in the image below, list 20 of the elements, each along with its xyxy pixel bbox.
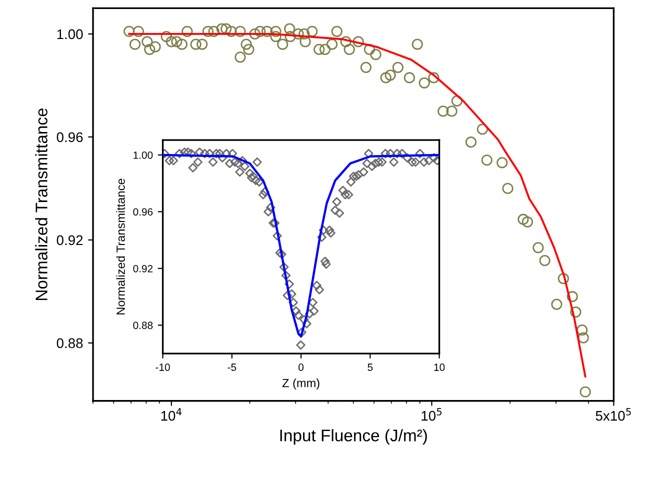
x-axis-title: Input Fluence (J/m²): [280, 429, 427, 445]
x-tick-label: -5: [228, 364, 236, 371]
x-tick-label: 10$^{5}$: [422, 408, 442, 421]
x-tick-label: 10$^{4}$: [161, 408, 182, 421]
y-tick-label: 0.88: [133, 322, 153, 330]
y-tick-label: 0.88: [56, 338, 83, 348]
x-tick-label: 5x10$^{5}$: [596, 408, 631, 421]
y-tick-label: 1.00: [57, 29, 83, 40]
x-tick-label: 10: [434, 364, 445, 371]
x-tick-label: 5: [368, 364, 373, 371]
y-tick-label: 0.96: [133, 208, 153, 216]
y-tick-label: 0.92: [56, 235, 83, 246]
y-axis-title: Normalized Transmittance: [35, 108, 48, 300]
x-axis-title: Z (mm): [282, 378, 320, 390]
x-tick-label: 0: [298, 364, 304, 371]
x-tick-label: -10: [156, 364, 170, 371]
y-axis-title: Normalized Transmittance: [116, 178, 125, 314]
y-tick-label: 1.00: [134, 151, 153, 159]
y-tick-label: 0.96: [56, 132, 83, 142]
y-tick-label: 0.92: [133, 264, 153, 272]
